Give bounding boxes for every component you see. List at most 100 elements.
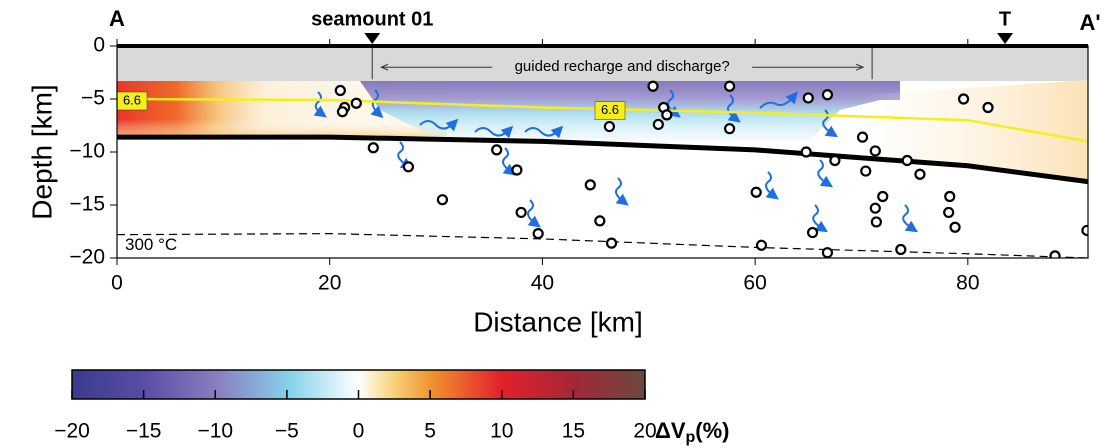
location-marker <box>364 33 381 44</box>
earthquake <box>806 226 819 239</box>
earthquake <box>511 164 523 176</box>
earthquake <box>661 109 673 121</box>
x-tick-label: 80 <box>956 272 979 295</box>
earthquake <box>652 118 664 131</box>
bracket-text-bg <box>494 57 751 78</box>
section-start: A <box>109 6 125 31</box>
x-axis-label: Distance [km] <box>473 306 643 337</box>
y-axis-label: Depth [km] <box>26 84 57 219</box>
fluid-arrow <box>474 125 514 139</box>
x-tick-label: 40 <box>531 272 554 295</box>
fluid-arrow <box>502 147 516 176</box>
profile-line <box>117 97 1088 143</box>
earthquake <box>723 80 736 92</box>
contour-label: 6.6 <box>123 92 141 107</box>
contour-label: 6.6 <box>601 102 619 117</box>
fluid-arrow <box>822 109 839 138</box>
fluid-arrow <box>727 94 741 123</box>
fluid-arrow <box>902 204 919 233</box>
earthquake <box>800 146 812 158</box>
fluid-arrow <box>765 171 779 200</box>
far-field <box>860 80 1088 180</box>
earthquake <box>350 97 362 109</box>
fluid-arrow <box>524 125 564 139</box>
location-marker <box>997 33 1014 44</box>
colorbar-label-unit: (%) <box>695 418 729 443</box>
colorbar-tick-label: 20 <box>633 420 656 443</box>
fluid-arrow <box>313 91 327 118</box>
colorbar <box>71 369 646 400</box>
earthquake <box>491 144 503 156</box>
profile-line <box>117 134 1088 185</box>
earthquake <box>1081 224 1088 237</box>
earthquake <box>436 194 449 206</box>
plot-layer: 0 20 40 60 80 0 −5 −10 −15 −20 6.6 6.6 300 °C seamoun… <box>69 8 1088 295</box>
colorbar-tick-label: −20 <box>54 420 90 443</box>
fluid-arrow <box>397 141 414 170</box>
fluid-arrows <box>313 89 919 233</box>
fluid-arrow <box>759 91 798 109</box>
earthquake <box>821 89 834 101</box>
earthquake <box>949 221 961 233</box>
earthquake <box>515 206 527 219</box>
earthquake <box>1049 250 1061 258</box>
colorbar-tick-label: −15 <box>126 420 162 443</box>
earthquake <box>901 154 913 167</box>
earthquake <box>860 165 872 177</box>
earthquake <box>943 206 955 219</box>
earthquake <box>584 179 596 191</box>
bracket-text: guided recharge and discharge? <box>515 58 730 75</box>
y-tick-label: −5 <box>81 87 105 110</box>
fluid-arrow <box>615 177 629 206</box>
tomography-field <box>117 46 1088 180</box>
section-end: A' <box>1079 10 1100 35</box>
colorbar-tick-label: 15 <box>562 420 585 443</box>
earthquake <box>877 190 889 203</box>
earthquake <box>603 120 616 133</box>
earthquake <box>367 142 379 154</box>
x-tick-label: 0 <box>111 272 123 295</box>
earthquake <box>914 168 926 180</box>
earthquake <box>723 123 736 135</box>
earthquake <box>856 131 869 143</box>
fluid-arrow <box>419 118 459 132</box>
marker-label: T <box>999 8 1011 30</box>
earthquake <box>869 202 881 214</box>
colorbar-tick-label: 10 <box>490 420 513 443</box>
earthquake <box>869 145 881 157</box>
earthquake <box>532 228 544 240</box>
fluid-arrow <box>812 204 829 233</box>
earthquake <box>870 216 882 228</box>
colorbar-tick-label: 0 <box>353 420 365 443</box>
profile-line <box>117 233 1088 258</box>
earthquake <box>944 190 956 203</box>
y-tick-label: 0 <box>93 34 105 57</box>
isotherm-label: 300 °C <box>125 235 177 254</box>
earthquake <box>750 186 762 198</box>
earthquake <box>647 80 659 92</box>
earthquake <box>594 215 606 227</box>
earthquake <box>334 84 346 97</box>
marker-label: seamount 01 <box>311 8 433 30</box>
y-tick-label: −20 <box>69 246 105 269</box>
fluid-arrow <box>667 89 681 118</box>
colorbar-label: ΔVp(%) <box>655 418 730 446</box>
colorbar-label-sub: p <box>686 429 696 446</box>
x-tick-label: 20 <box>318 272 341 295</box>
contour-label-box <box>594 101 626 120</box>
colorbar-tick-label: 5 <box>424 420 436 443</box>
earthquake <box>982 101 994 114</box>
earthquake <box>802 92 814 104</box>
colorbar-tick-label: −10 <box>197 420 233 443</box>
colorbar-tick-label: −5 <box>275 420 299 443</box>
earthquake <box>829 154 841 167</box>
earthquake <box>605 237 618 249</box>
y-tick-label: −10 <box>69 140 105 163</box>
fluid-arrow <box>817 159 834 188</box>
earthquake <box>895 243 907 256</box>
y-tick-label: −15 <box>69 193 105 216</box>
x-tick-label: 60 <box>743 272 766 295</box>
